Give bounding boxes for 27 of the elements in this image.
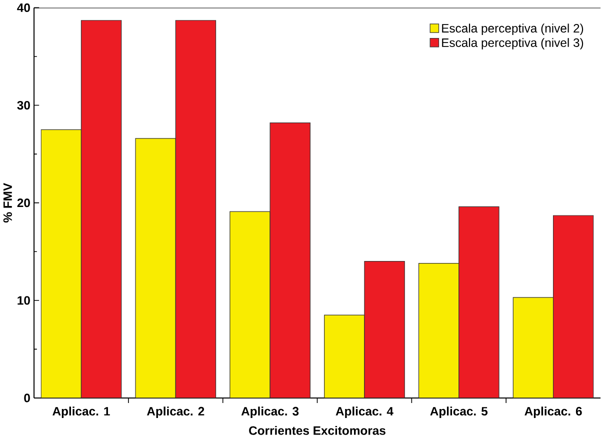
- bar: [270, 122, 310, 398]
- y-tick-label: 20: [17, 198, 30, 207]
- y-axis-title: % FMV: [3, 182, 12, 222]
- y-tick-label: 0: [24, 394, 30, 402]
- x-axis-title: Corrientes Excitomoras: [249, 426, 386, 435]
- x-tick-label: Aplicac. 3: [241, 406, 299, 418]
- legend-label: Escala perceptiva (nivel 2): [442, 24, 584, 35]
- legend-label: Escala perceptiva (nivel 3): [442, 38, 584, 50]
- bar: [418, 262, 460, 398]
- bar: [324, 314, 365, 398]
- x-tick-label: Aplicac. 5: [430, 406, 488, 418]
- bar: [552, 215, 594, 398]
- y-tick-label: 30: [17, 100, 30, 110]
- bar: [458, 206, 500, 398]
- x-tick-label: Aplicac. 2: [146, 406, 204, 418]
- y-tick-label: 40: [17, 3, 30, 12]
- y-tick-label: 10: [18, 296, 30, 305]
- bar: [40, 129, 82, 398]
- bar: [80, 20, 122, 398]
- bar: [135, 138, 176, 398]
- x-tick-label: Aplicac. 1: [52, 406, 110, 418]
- x-tick-label: Aplicac. 6: [524, 406, 582, 418]
- bar: [364, 260, 405, 398]
- bar: [230, 211, 270, 398]
- bar: [175, 20, 216, 398]
- bar: [512, 297, 554, 398]
- x-tick-label: Aplicac. 4: [336, 406, 394, 418]
